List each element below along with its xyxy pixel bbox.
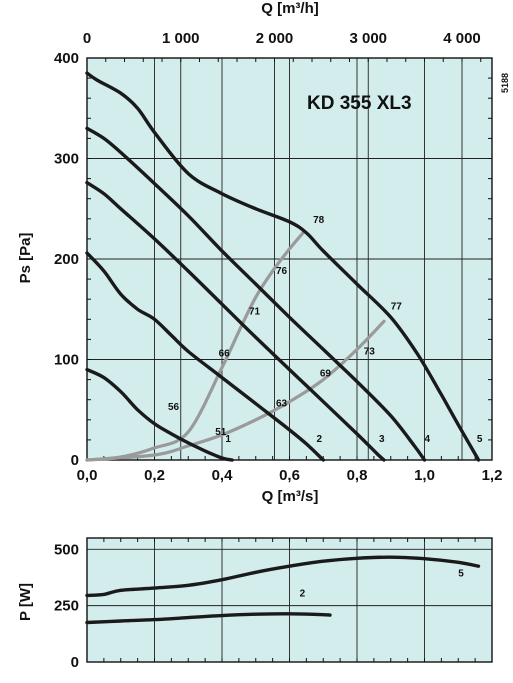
efficiency-label: 78 (313, 215, 325, 226)
power-y-tick-label: 500 (54, 541, 79, 558)
efficiency-curve (85, 231, 305, 462)
efficiency-label: 69 (320, 369, 332, 380)
pressure-curve-label: 1 (225, 434, 231, 445)
pressure-curve-label: 4 (425, 434, 431, 445)
power-y-tick-label: 250 (54, 598, 79, 615)
power-y-tick-labels: 0 250 500 (54, 541, 79, 671)
pressure-curve-3 (85, 180, 386, 462)
y-axis-label: Ps [Pa] (17, 233, 34, 284)
x2-tick-label: 0 (83, 30, 91, 47)
y-tick-label: 300 (54, 151, 79, 168)
efficiency-label: 56 (168, 402, 180, 413)
x-tick-label: 0,0 (77, 467, 98, 484)
pressure-curve-label: 3 (379, 434, 385, 445)
efficiency-curve (85, 319, 386, 462)
x-tick-label: 0,6 (279, 467, 300, 484)
pressure-curve-2 (85, 251, 325, 462)
chart-title: KD 355 XL3 (307, 93, 412, 114)
y-tick-label: 0 (71, 452, 79, 469)
efficiency-label: 66 (219, 348, 231, 359)
x2-tick-label: 1 000 (162, 30, 200, 47)
pressure-curve-label: 5 (477, 434, 483, 445)
efficiency-label: 71 (249, 306, 261, 317)
y-tick-label: 100 (54, 352, 79, 369)
power-y-tick-label: 0 (71, 654, 79, 671)
pressure-series-labels: 1 2 3 4 5 (225, 434, 482, 445)
x-axis-label: Q [m³/s] (262, 488, 319, 505)
power-series-labels: 25 (300, 568, 465, 599)
x2-tick-label: 2 000 (256, 30, 294, 47)
y-tick-label: 400 (54, 50, 79, 67)
x-tick-label: 1,2 (482, 467, 503, 484)
flow-m3h-tick-labels: 0 1 000 2 000 3 000 4 000 (83, 30, 481, 47)
x-tick-label: 0,8 (347, 467, 368, 484)
x-tick-label: 1,0 (414, 467, 435, 484)
efficiency-label: 76 (276, 266, 288, 277)
pressure-series (85, 71, 481, 462)
pressure-y-tick-labels: 0 100 200 300 400 (54, 50, 79, 469)
efficiency-label: 51 (215, 427, 227, 438)
efficiency-labels: 78 76 71 66 56 51 63 69 73 77 (168, 215, 402, 438)
x2-tick-label: 4 000 (443, 30, 481, 47)
efficiency-label: 63 (276, 399, 288, 410)
x-tick-label: 0,4 (212, 467, 234, 484)
efficiency-label: 73 (364, 346, 376, 357)
pressure-chart: 0,0 0,2 0,4 0,6 0,8 1,0 1,2 0 1 000 2 000 3 000 4 … (17, 0, 510, 505)
x2-axis-label: Q [m³/h] (261, 0, 319, 17)
power-curve-label: 5 (458, 568, 464, 579)
power-curve-label: 2 (300, 589, 306, 600)
power-curve-2 (85, 612, 332, 625)
power-curve-5 (85, 555, 481, 598)
pressure-curve-4 (85, 126, 427, 462)
y-tick-label: 200 (54, 251, 79, 268)
power-series (85, 555, 481, 625)
pressure-curve-5 (85, 71, 481, 462)
efficiency-curves (85, 231, 386, 462)
power-minor-ticks (86, 538, 493, 662)
efficiency-label: 77 (391, 301, 403, 312)
pressure-x-tick-labels: 0,0 0,2 0,4 0,6 0,8 1,0 1,2 (77, 467, 503, 484)
x-tick-label: 0,2 (144, 467, 165, 484)
pressure-curve-1 (85, 367, 234, 462)
chart-code: 5188 (500, 73, 510, 93)
x2-tick-label: 3 000 (349, 30, 387, 47)
power-y-axis-label: P [W] (17, 583, 34, 621)
pressure-curve-label: 2 (317, 434, 323, 445)
